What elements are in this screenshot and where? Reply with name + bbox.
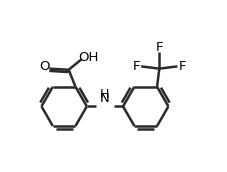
Text: O: O bbox=[39, 60, 50, 73]
Text: F: F bbox=[155, 41, 162, 54]
Text: N: N bbox=[100, 92, 109, 105]
Text: H: H bbox=[100, 88, 109, 101]
Text: OH: OH bbox=[78, 51, 98, 64]
Text: F: F bbox=[132, 60, 139, 73]
Text: F: F bbox=[178, 60, 185, 73]
